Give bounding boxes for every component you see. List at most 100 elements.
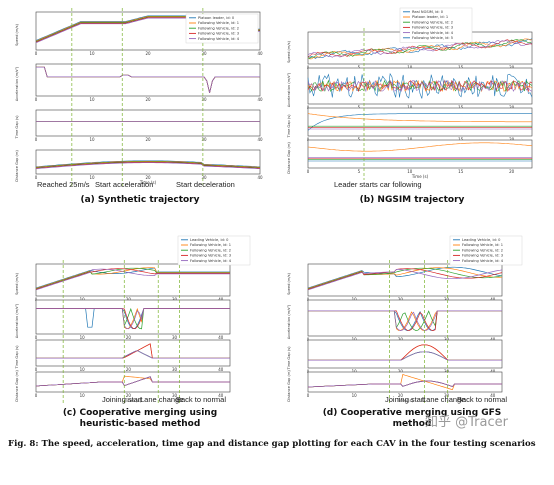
x-tick-label: 0 <box>35 97 38 102</box>
series-line <box>307 142 533 152</box>
series-line <box>36 66 260 93</box>
legend-entry: Following Vehicle, id: 4 <box>412 31 454 35</box>
caption-c: (c) Cooperative merging using heuristic-… <box>62 408 218 429</box>
subplot-frame <box>35 109 261 137</box>
legend-entry: Leading Vehicle, id: 0 <box>190 238 229 242</box>
y-axis-label: Speed (m/s) <box>15 273 19 295</box>
x-tick-label: 20 <box>145 137 151 142</box>
x-axis-label: Time (s) <box>139 180 157 185</box>
annotation-back-normal-c: Back to normal <box>176 395 227 404</box>
legend-entry: Following Vehicle, id: 4 <box>198 37 240 41</box>
x-tick-label: 20 <box>509 105 515 110</box>
subplot-frame <box>307 139 533 169</box>
series-line <box>307 40 533 58</box>
y-axis-label: Time Gap (s) <box>15 345 19 370</box>
y-axis-label: Speed (m/s) <box>287 273 291 295</box>
annotation-start-deceleration: Start deceleration <box>176 180 235 189</box>
panel-d-plot: Speed (m/s) 0 10 20 30 40 Acceleration (m/s²) 0… <box>287 235 523 404</box>
series-line <box>307 39 533 59</box>
x-tick-label: 10 <box>352 297 358 302</box>
x-tick-label: 10 <box>407 169 413 174</box>
x-tick-label: 20 <box>509 137 515 142</box>
x-tick-label: 40 <box>257 97 263 102</box>
annotation-joining-start-d: Joining start <box>385 395 426 404</box>
panel-c: Speed (m/s) 0 10 20 30 40 Acceleration (m/s²) 0… <box>10 232 272 434</box>
annotation-lane-change-d: Lane change <box>422 395 466 404</box>
x-tick-label: 0 <box>307 137 310 142</box>
y-axis-label: Acceleration (m/s²) <box>287 72 291 107</box>
panel-b: Speed (m/s) 0 5 10 15 20 Acceleration (m/s²) 0 5… <box>282 6 544 206</box>
series-line <box>307 72 533 99</box>
legend-entry: Real NGSIM, id: 0 <box>412 10 444 14</box>
x-tick-label: 0 <box>307 169 310 174</box>
x-axis-label: Time (s) <box>396 398 414 403</box>
x-tick-label: 40 <box>490 337 496 342</box>
x-tick-label: 10 <box>352 337 358 342</box>
series-line <box>35 160 261 168</box>
y-axis-label: Distance Gap (m) <box>287 370 291 402</box>
legend-box <box>177 235 251 266</box>
x-tick-label: 40 <box>490 393 496 398</box>
annotation-start-acceleration: Start acceleration <box>95 180 154 189</box>
x-tick-label: 30 <box>444 337 450 342</box>
subplot-frame <box>307 263 503 297</box>
legend-entry: Following Vehicle, id: 4 <box>462 259 504 263</box>
x-tick-label: 40 <box>218 393 224 398</box>
figure-caption: Fig. 8: The speed, acceleration, time ga… <box>8 439 536 449</box>
x-tick-label: 0 <box>307 65 310 70</box>
series-line <box>307 39 533 57</box>
y-axis-label: Speed (m/s) <box>287 41 291 63</box>
x-tick-label: 5 <box>358 65 361 70</box>
annotation-back-normal-d: Back to normal <box>457 395 508 404</box>
legend-entry: Following Vehicle, id: 3 <box>198 32 239 36</box>
x-tick-label: 10 <box>80 393 86 398</box>
x-tick-label: 0 <box>307 369 310 374</box>
caption-a: (a) Synthetic trajectory <box>80 195 200 205</box>
caption-d: (d) Cooperative merging using GFS method <box>322 408 502 429</box>
series-line <box>308 310 502 331</box>
panel-c-plot: Speed (m/s) 0 10 20 30 40 Acceleration (m/s²) 0… <box>15 235 251 404</box>
x-tick-label: 10 <box>407 65 413 70</box>
legend-entry: Following Vehicle, id: 2 <box>190 248 231 252</box>
x-tick-label: 40 <box>257 51 263 56</box>
x-tick-label: 30 <box>201 137 207 142</box>
x-tick-label: 40 <box>218 297 224 302</box>
y-axis-label: Distance Gap (m) <box>287 142 291 174</box>
x-tick-label: 0 <box>307 337 310 342</box>
series-line <box>35 160 261 168</box>
series-line <box>36 308 230 330</box>
x-tick-label: 20 <box>145 175 151 180</box>
legend-entry: Following Vehicle, id: 2 <box>198 26 239 30</box>
x-tick-label: 0 <box>35 137 38 142</box>
x-tick-label: 20 <box>398 337 404 342</box>
annotation-reached-25: Reached 25m/s <box>37 180 90 189</box>
x-tick-label: 20 <box>398 369 404 374</box>
series-line <box>307 80 533 93</box>
x-tick-label: 0 <box>35 335 38 340</box>
series-line <box>35 161 261 169</box>
series-line <box>35 376 230 387</box>
x-tick-label: 5 <box>358 105 361 110</box>
panel-b-plot: Speed (m/s) 0 5 10 15 20 Acceleration (m/s²) 0 5… <box>287 7 533 180</box>
y-axis-label: Speed (m/s) <box>15 24 19 46</box>
subplot-frame <box>307 339 503 369</box>
x-axis-label: Time (s) <box>124 398 142 403</box>
x-tick-label: 40 <box>490 297 496 302</box>
y-axis-label: Acceleration (m/s²) <box>287 304 291 339</box>
legend-entry: Platoon leader, id: 0 <box>198 16 235 20</box>
series-line <box>307 79 533 93</box>
x-tick-label: 5 <box>358 137 361 142</box>
x-tick-label: 30 <box>444 297 450 302</box>
series-line <box>307 380 502 388</box>
series-line <box>35 161 261 169</box>
y-axis-label: Acceleration (m/s²) <box>15 66 19 101</box>
x-tick-label: 10 <box>89 51 95 56</box>
x-tick-label: 0 <box>307 393 310 398</box>
x-tick-label: 30 <box>172 335 178 340</box>
legend-box <box>399 7 473 43</box>
x-tick-label: 40 <box>490 369 496 374</box>
watermark: 知乎 @Tracer <box>425 415 508 430</box>
x-tick-label: 20 <box>509 169 515 174</box>
